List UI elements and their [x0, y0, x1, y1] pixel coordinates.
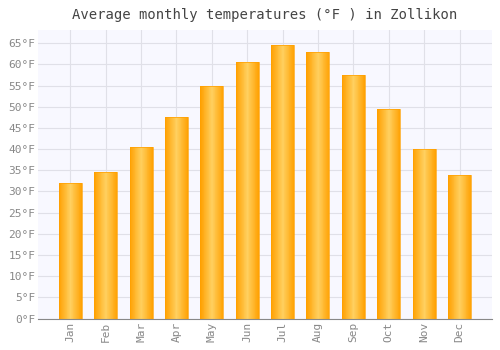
Bar: [236, 62, 258, 318]
Bar: [200, 85, 224, 318]
Bar: [58, 183, 82, 318]
Bar: [306, 52, 330, 318]
Bar: [165, 117, 188, 318]
Bar: [448, 175, 471, 318]
Bar: [342, 75, 365, 318]
Title: Average monthly temperatures (°F ) in Zollikon: Average monthly temperatures (°F ) in Zo…: [72, 8, 458, 22]
Bar: [94, 173, 117, 318]
Bar: [412, 149, 436, 318]
Bar: [130, 147, 152, 318]
Bar: [378, 109, 400, 318]
Bar: [271, 45, 294, 318]
